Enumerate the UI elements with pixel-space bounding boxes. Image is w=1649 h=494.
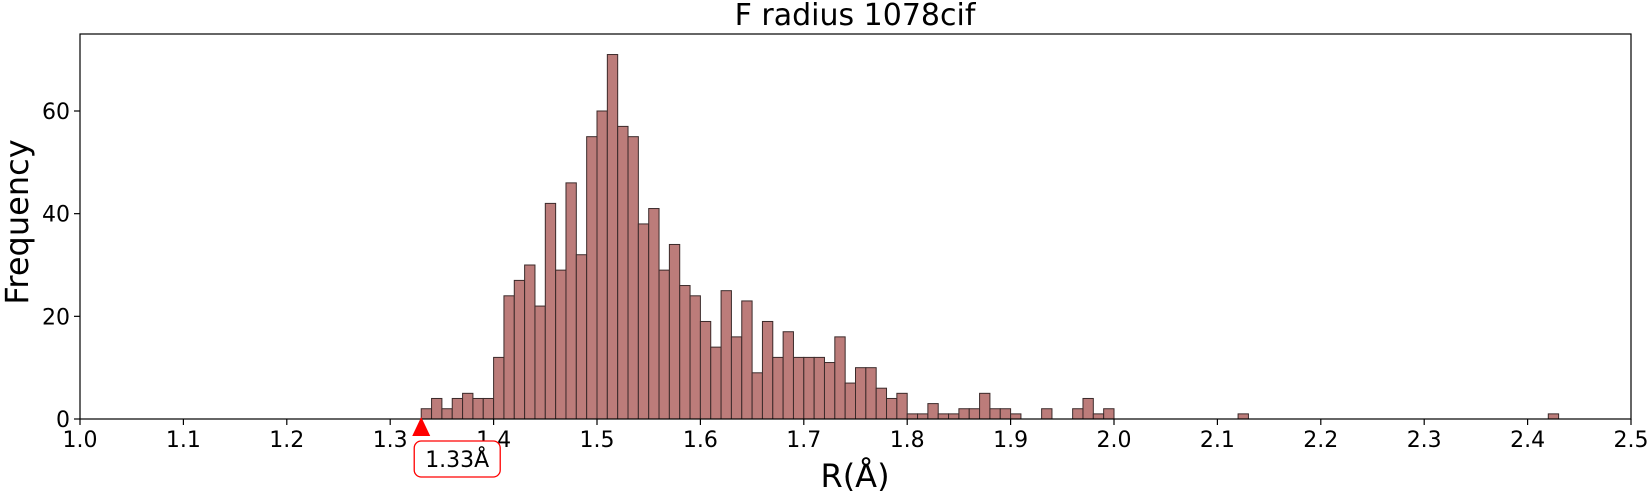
histogram-bar — [679, 285, 691, 420]
x-tick-label: 2.1 — [1200, 428, 1235, 453]
histogram-bar — [937, 413, 950, 420]
histogram-bar — [968, 408, 981, 420]
histogram-bar — [1092, 413, 1105, 420]
histogram-bar — [761, 320, 774, 420]
histogram-bar — [720, 290, 732, 420]
histogram-bar — [658, 269, 670, 420]
histogram-bar — [751, 372, 763, 420]
x-tick-label: 2.0 — [1097, 428, 1132, 453]
histogram-bar — [823, 362, 836, 420]
histogram-bar — [855, 367, 867, 420]
histogram-bar — [844, 382, 856, 420]
histogram-bar — [813, 356, 825, 420]
x-tick-label: 1.1 — [166, 428, 201, 453]
histogram-bar — [420, 408, 433, 420]
histogram-bar — [513, 279, 526, 420]
histogram-bar — [782, 331, 794, 420]
histogram-bar — [1072, 408, 1084, 420]
annotation-box — [413, 440, 501, 478]
histogram-bar — [865, 367, 877, 420]
histogram-bar — [1547, 413, 1560, 420]
histogram-bar — [741, 300, 753, 420]
histogram-bar — [503, 295, 515, 420]
y-tick-label: 20 — [42, 305, 70, 330]
y-axis-label: Frequency — [0, 139, 36, 304]
histogram-bar — [772, 356, 784, 420]
y-tick-label: 60 — [42, 100, 70, 125]
histogram-bar — [1041, 408, 1053, 420]
histogram-bar — [917, 413, 929, 420]
histogram-bar — [875, 387, 888, 420]
histogram-bar — [886, 397, 898, 420]
histogram-bar — [1103, 408, 1115, 420]
histogram-bar — [534, 305, 546, 420]
histogram-bar — [699, 320, 712, 420]
histogram-bar — [462, 392, 474, 420]
histogram-bar — [544, 202, 557, 420]
histogram-bar — [710, 346, 722, 420]
histogram-bar — [948, 413, 960, 420]
histogram-bar — [1010, 413, 1022, 420]
histogram-bar — [596, 110, 608, 420]
histogram-bar — [617, 125, 629, 420]
x-tick-label: 2.3 — [1407, 428, 1442, 453]
histogram-bar — [689, 295, 701, 420]
histogram-bar — [431, 397, 443, 420]
x-tick-label: 2.4 — [1510, 428, 1545, 453]
histogram-bar — [627, 136, 639, 420]
x-tick-label: 1.3 — [373, 428, 408, 453]
histogram-bar — [606, 54, 619, 420]
histogram-bar — [906, 413, 919, 420]
histogram-bar — [896, 392, 908, 420]
plot-area-frame — [79, 33, 1632, 420]
y-tick-label: 0 — [56, 408, 70, 433]
x-tick-label: 2.5 — [1614, 428, 1649, 453]
x-tick-label: 1.7 — [786, 428, 821, 453]
x-axis-label: R(Å) — [820, 457, 889, 494]
x-tick-label: 2.2 — [1303, 428, 1338, 453]
histogram-bar — [999, 408, 1012, 420]
histogram-bar — [482, 397, 495, 420]
x-tick-label: 1.8 — [890, 428, 925, 453]
histogram-bar — [493, 356, 505, 420]
histogram-bar — [451, 397, 464, 420]
histogram-bar — [927, 403, 939, 420]
x-axis-ticks: 1.01.11.21.31.41.51.61.71.81.92.02.12.22… — [63, 419, 1649, 453]
histogram-bar — [575, 254, 588, 420]
chart-title: F radius 1078cif — [735, 0, 977, 33]
y-axis-ticks: 0 20 40 60 — [42, 100, 80, 433]
histogram-bar — [1237, 413, 1249, 420]
histogram-bar — [441, 408, 453, 420]
histogram-bar — [958, 408, 970, 420]
histogram-bar — [586, 136, 598, 420]
histogram-bar — [1082, 397, 1094, 420]
y-tick-label: 40 — [42, 203, 70, 228]
histogram-bar — [979, 392, 991, 420]
annotation-label: 1.33Å — [425, 446, 489, 473]
threshold-annotation: 1.33Å — [412, 417, 501, 478]
histogram-bar — [834, 336, 846, 420]
histogram-bar — [989, 408, 1001, 420]
x-tick-label: 1.2 — [269, 428, 304, 453]
x-tick-label: 1.9 — [993, 428, 1028, 453]
histogram-bar — [524, 264, 536, 420]
histogram-bar — [803, 356, 815, 420]
histogram-bar — [565, 182, 577, 420]
histogram-bar — [730, 336, 743, 420]
x-tick-label: 1.6 — [683, 428, 718, 453]
histogram-bar — [648, 208, 660, 420]
histogram-bars — [420, 54, 1560, 420]
histogram-bar — [792, 356, 805, 420]
histogram-bar — [555, 269, 567, 420]
histogram-bar — [472, 397, 484, 420]
x-tick-label: 1.5 — [580, 428, 615, 453]
x-tick-label: 1.0 — [63, 428, 98, 453]
annotation-marker — [412, 417, 431, 436]
histogram-bar — [668, 243, 681, 420]
histogram-bar — [637, 223, 650, 420]
